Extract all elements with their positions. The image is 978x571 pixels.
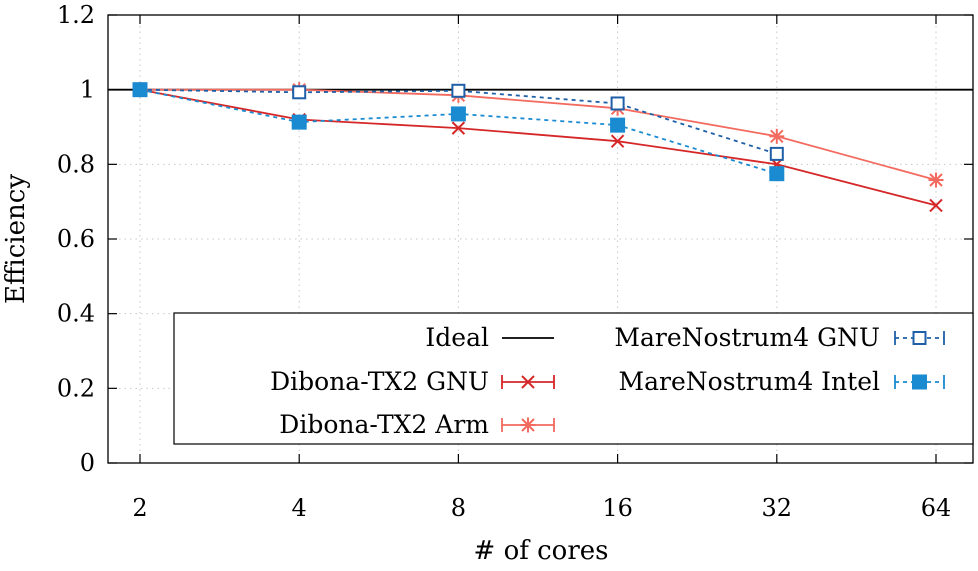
series-line [140, 88, 937, 181]
data-point [769, 128, 785, 144]
legend-label: Dibona-TX2 GNU [270, 367, 489, 396]
legend-entry: MareNostrum4 Intel [619, 367, 945, 396]
x-tick-label: 4 [292, 494, 307, 522]
y-tick-label: 0 [80, 449, 95, 477]
legend-marker [521, 375, 535, 389]
legend: Ideal Dibona-TX2 GNU Dibona-TX2 Arm MareNos… [173, 312, 974, 445]
x-tick-label: 16 [602, 494, 633, 522]
legend-label: Ideal [425, 323, 489, 352]
series-line [139, 88, 778, 155]
legend-entry: Dibona-TX2 GNU [270, 367, 555, 396]
legend-label: MareNostrum4 GNU [614, 323, 880, 352]
legend-entry: Dibona-TX2 Arm [279, 410, 555, 439]
y-tick-label: 1 [80, 76, 95, 104]
data-point [132, 82, 148, 98]
legend-marker [912, 331, 927, 345]
marker-stroke [929, 198, 943, 213]
data-point [451, 121, 466, 135]
y-tick-label: 1.2 [57, 1, 95, 29]
x-tick-label: 2 [132, 494, 147, 522]
data-point [291, 114, 307, 130]
series-layer [132, 82, 944, 213]
data-point [292, 85, 307, 100]
data-point [451, 83, 466, 98]
x-tick-label: 8 [451, 494, 466, 522]
y-tick-label: 0.6 [57, 225, 95, 253]
series-marenostrum4-intel [132, 82, 785, 182]
y-axis-title: Efficiency [1, 174, 31, 304]
data-point [610, 96, 625, 111]
y-tick-label: 0.2 [57, 374, 95, 402]
y-tick-label: 0.4 [57, 300, 95, 328]
data-point [450, 106, 466, 122]
x-axis-title: # of cores [474, 536, 609, 566]
marker-stroke [610, 134, 625, 148]
legend-label: Dibona-TX2 Arm [279, 410, 489, 439]
data-point [769, 146, 784, 161]
data-point [928, 172, 944, 188]
data-point [610, 117, 626, 133]
legend-marker [520, 417, 536, 433]
series-line [139, 88, 937, 207]
marker-stroke [521, 375, 535, 389]
legend-entry: MareNostrum4 GNU [614, 323, 945, 352]
data-point [610, 134, 625, 148]
marker-stroke [451, 121, 466, 135]
y-tick-label: 0.8 [57, 150, 95, 178]
x-tick-label: 64 [921, 494, 952, 522]
data-point [929, 198, 943, 213]
ticks: 0 0.2 0.4 0.6 0.8 1 1.2 2 4 8 16 32 64 [57, 1, 973, 522]
data-point [769, 166, 785, 182]
legend-label: MareNostrum4 Intel [619, 367, 880, 396]
legend-box [173, 312, 974, 445]
x-tick-label: 32 [762, 494, 793, 522]
legend-entry: Ideal [425, 323, 554, 352]
legend-marker [912, 374, 927, 390]
